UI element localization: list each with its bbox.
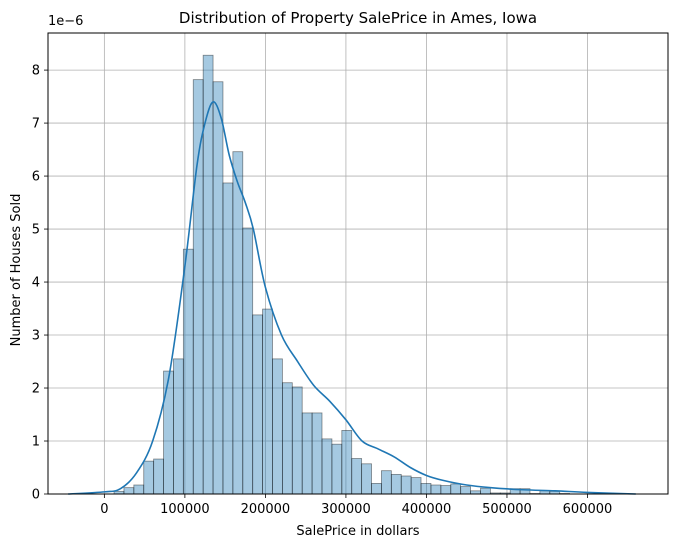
- histogram-bar: [420, 483, 432, 495]
- histogram-bar: [212, 81, 224, 495]
- histogram-bar: [262, 308, 273, 495]
- y-axis-ticks: 0 1 2 3 4 5 6 7 8: [32, 64, 48, 503]
- histogram-bar: [173, 358, 184, 495]
- histogram-bar: [351, 458, 363, 495]
- x-tick-label: 200000: [241, 502, 291, 517]
- y-tick-label: 4: [32, 276, 40, 291]
- histogram-bar: [182, 248, 194, 495]
- chart-title: Distribution of Property SalePrice in Am…: [179, 9, 537, 27]
- y-tick-label: 5: [32, 223, 40, 238]
- y-tick-label: 0: [32, 488, 40, 503]
- histogram-bar: [291, 386, 303, 495]
- histogram-bar: [242, 227, 254, 495]
- kde-curve: [68, 101, 636, 495]
- histogram-bar: [202, 54, 214, 495]
- histogram-bar: [460, 486, 471, 495]
- histogram-bar: [232, 151, 244, 495]
- histogram-bar: [163, 370, 174, 495]
- histogram-bar: [341, 430, 353, 495]
- x-tick-label: 300000: [321, 502, 371, 517]
- y-tick-label: 7: [32, 117, 40, 132]
- histogram-bar: [381, 470, 392, 495]
- y-offset-text: 1e−6: [48, 14, 83, 29]
- histogram-bar: [123, 487, 135, 495]
- histogram-bar: [321, 438, 333, 495]
- histogram-bar: [390, 473, 402, 495]
- histogram-bar: [252, 314, 263, 495]
- histogram-bar: [440, 485, 452, 495]
- histogram-bar: [281, 382, 293, 495]
- x-tick-label: 100000: [160, 502, 210, 517]
- x-tick-label: 600000: [563, 502, 613, 517]
- histogram-bar: [331, 443, 343, 495]
- histogram-bar: [450, 483, 462, 495]
- histogram-bar: [400, 475, 412, 495]
- histogram-bar: [133, 484, 145, 495]
- y-tick-label: 3: [32, 329, 40, 344]
- x-axis-ticks: 0 100000 200000 300000 400000 500000 600000: [100, 494, 612, 517]
- histogram-bar: [143, 460, 155, 495]
- histogram-bar: [371, 483, 382, 495]
- y-axis-label: Number of Houses Sold: [9, 194, 24, 347]
- histogram-bar: [301, 412, 313, 495]
- y-tick-label: 1: [32, 435, 40, 450]
- grid: [48, 33, 668, 495]
- x-tick-label: 500000: [482, 502, 532, 517]
- histogram-bar: [153, 458, 164, 495]
- x-tick-label: 0: [100, 502, 108, 517]
- y-tick-label: 2: [32, 382, 40, 397]
- x-axis-label: SalePrice in dollars: [296, 524, 419, 539]
- histogram-bar: [361, 463, 372, 495]
- x-tick-label: 400000: [402, 502, 452, 517]
- histogram-bar: [410, 477, 422, 495]
- histogram-bar: [272, 358, 283, 495]
- histogram-bars: [113, 54, 571, 495]
- histogram-bar: [430, 484, 442, 495]
- histogram-bar: [311, 412, 323, 495]
- y-tick-label: 8: [32, 64, 40, 79]
- y-tick-label: 6: [32, 170, 40, 185]
- plot-frame: [47, 32, 669, 495]
- histogram-bar: [480, 487, 491, 495]
- histogram-bar: [222, 182, 234, 495]
